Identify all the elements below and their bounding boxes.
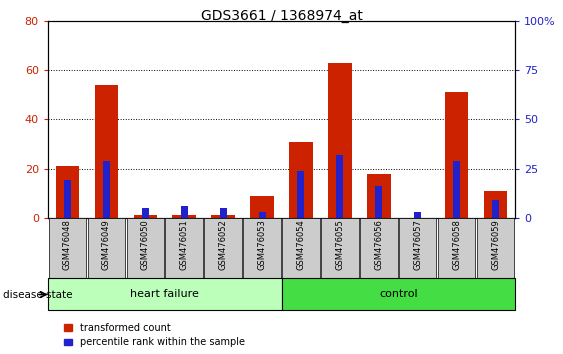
Text: GSM476054: GSM476054 (297, 219, 306, 270)
FancyBboxPatch shape (243, 218, 281, 278)
FancyBboxPatch shape (360, 218, 397, 278)
FancyBboxPatch shape (321, 218, 359, 278)
Text: GDS3661 / 1368974_at: GDS3661 / 1368974_at (200, 9, 363, 23)
Text: GSM476051: GSM476051 (180, 219, 189, 270)
Text: GSM476058: GSM476058 (452, 219, 461, 270)
Bar (56, 166, 79, 218)
Bar (258, 212, 266, 218)
Text: GSM476055: GSM476055 (336, 219, 345, 270)
Bar (337, 155, 343, 218)
Bar (376, 186, 382, 218)
Bar (133, 215, 157, 218)
Bar (64, 181, 71, 218)
Bar (103, 161, 110, 218)
Bar (212, 215, 235, 218)
FancyBboxPatch shape (88, 218, 125, 278)
Bar (172, 215, 196, 218)
FancyBboxPatch shape (477, 218, 515, 278)
Bar (414, 212, 421, 218)
Bar (297, 171, 305, 218)
Bar (142, 208, 149, 218)
Text: GSM476059: GSM476059 (491, 219, 500, 270)
FancyBboxPatch shape (48, 278, 282, 310)
Text: heart failure: heart failure (130, 289, 199, 299)
Text: GSM476053: GSM476053 (257, 219, 266, 270)
Bar (445, 92, 468, 218)
Text: control: control (379, 289, 418, 299)
FancyBboxPatch shape (48, 218, 86, 278)
Text: GSM476052: GSM476052 (218, 219, 227, 270)
Bar (220, 208, 226, 218)
Text: GSM476048: GSM476048 (63, 219, 72, 270)
FancyBboxPatch shape (282, 278, 515, 310)
Bar (95, 85, 118, 218)
Bar (289, 142, 312, 218)
Text: disease state: disease state (3, 290, 72, 299)
Bar (328, 63, 351, 218)
FancyBboxPatch shape (399, 218, 436, 278)
FancyBboxPatch shape (282, 218, 320, 278)
Text: GSM476056: GSM476056 (374, 219, 383, 270)
FancyBboxPatch shape (204, 218, 242, 278)
Bar (484, 191, 507, 218)
Text: GSM476057: GSM476057 (413, 219, 422, 270)
FancyBboxPatch shape (127, 218, 164, 278)
Text: GSM476050: GSM476050 (141, 219, 150, 270)
Text: GSM476049: GSM476049 (102, 219, 111, 270)
FancyBboxPatch shape (166, 218, 203, 278)
Bar (181, 206, 187, 218)
Legend: transformed count, percentile rank within the sample: transformed count, percentile rank withi… (64, 322, 244, 347)
Bar (367, 173, 391, 218)
FancyBboxPatch shape (438, 218, 475, 278)
Bar (251, 196, 274, 218)
Bar (492, 200, 499, 218)
Bar (453, 161, 460, 218)
